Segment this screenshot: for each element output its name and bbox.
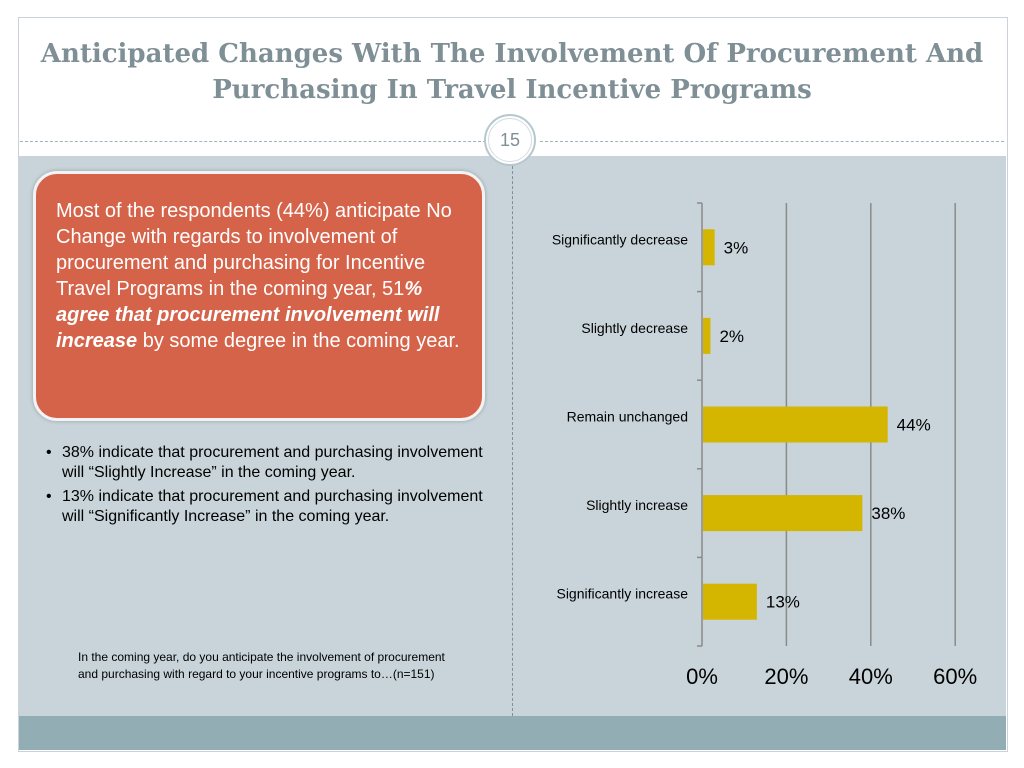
data-label: 38% <box>871 504 905 523</box>
category-label: Slightly increase <box>586 497 688 513</box>
callout-emphasis: % agree that procurement involvement wil… <box>56 278 440 352</box>
bullet-dot: • <box>46 488 52 505</box>
category-label: Significantly decrease <box>552 231 688 247</box>
bullet-item: • 38% indicate that procurement and purch… <box>46 443 486 483</box>
x-tick-label: 40% <box>849 664 893 689</box>
slide-title: Anticipated Changes With The Involvement… <box>40 39 984 105</box>
survey-question: In the coming year, do you anticipate th… <box>78 650 445 681</box>
category-label: Remain unchanged <box>567 409 688 425</box>
bullet-dot: • <box>46 444 52 461</box>
x-tick-label: 60% <box>933 664 977 689</box>
bar <box>703 583 757 620</box>
page-number-badge: 15 <box>484 114 536 166</box>
category-label: Slightly decrease <box>581 320 688 336</box>
title-divider-right <box>540 141 1004 142</box>
bullet-list: • 38% indicate that procurement and purch… <box>46 443 486 531</box>
bullet-text: 38% indicate that procurement and purcha… <box>62 444 483 481</box>
callout-text: Most of the respondents (44%) anticipate… <box>56 200 452 300</box>
bar <box>703 406 888 443</box>
bar <box>703 317 711 354</box>
bullet-item: • 13% indicate that procurement and purch… <box>46 487 486 527</box>
summary-callout: Most of the respondents (44%) anticipate… <box>33 171 485 421</box>
callout-text-end: by some degree in the coming year. <box>137 330 460 352</box>
vertical-divider <box>512 156 513 716</box>
bar <box>703 229 715 266</box>
bullet-text: 13% indicate that procurement and purcha… <box>62 488 483 525</box>
data-label: 3% <box>724 238 749 257</box>
x-tick-label: 20% <box>764 664 808 689</box>
page-number: 15 <box>499 130 521 150</box>
bar <box>703 495 863 532</box>
data-label: 2% <box>719 327 744 346</box>
data-label: 44% <box>897 416 931 435</box>
category-label: Significantly increase <box>556 586 688 602</box>
bar-chart: Significantly decrease 3% Slightly decreas… <box>552 202 977 689</box>
x-tick-label: 0% <box>686 664 718 689</box>
footer-band <box>19 716 1006 750</box>
data-label: 13% <box>766 593 800 612</box>
title-divider-left <box>20 141 486 142</box>
